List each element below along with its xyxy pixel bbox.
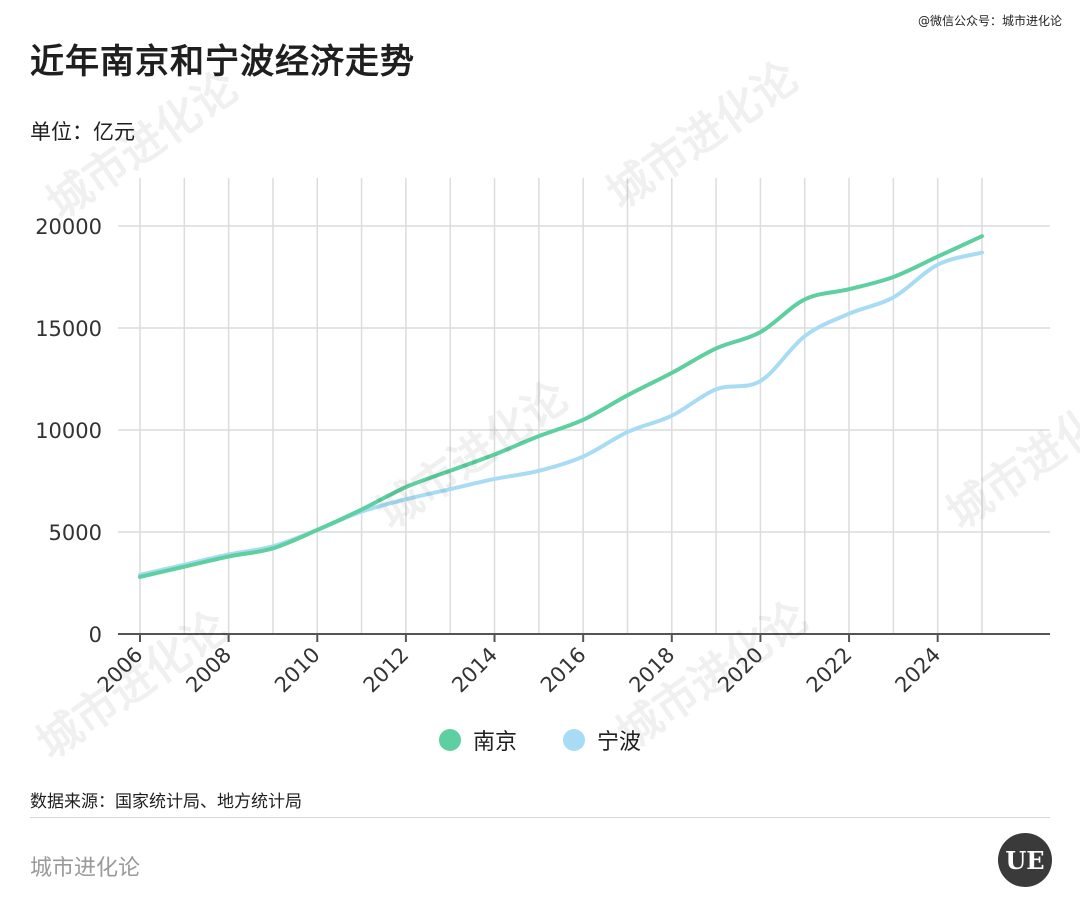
- legend-label-nanjing: 南京: [472, 730, 517, 755]
- legend-item-nanjing[interactable]: 南京: [438, 724, 517, 756]
- x-tick-label: 2008: [181, 643, 236, 698]
- unit-label: 单位：亿元: [30, 120, 135, 144]
- y-tick-label: 15000: [35, 317, 102, 341]
- chart-legend: 南京 宁波: [0, 724, 1080, 756]
- x-tick-label: 2024: [890, 643, 945, 698]
- x-tick-label: 2006: [93, 643, 148, 698]
- x-tick-label: 2016: [536, 643, 591, 698]
- x-tick-label: 2018: [625, 643, 680, 698]
- divider: [30, 817, 1050, 818]
- legend-dot-nanjing: [438, 729, 461, 751]
- legend-dot-ningbo: [563, 729, 585, 751]
- x-tick-label: 2020: [713, 643, 768, 698]
- y-tick-label: 10000: [35, 419, 102, 443]
- page-title: 近年南京和宁波经济走势: [30, 42, 415, 82]
- x-tick-label: 2010: [270, 643, 325, 698]
- x-tick-label: 2022: [802, 643, 857, 698]
- y-tick-label: 0: [89, 623, 102, 647]
- y-tick-label: 5000: [49, 521, 102, 545]
- legend-item-ningbo[interactable]: 宁波: [563, 724, 641, 756]
- x-tick-label: 2012: [359, 643, 414, 698]
- line-chart: 0 5000 10000 15000 20000 2006 2008 2010 2012 2014…: [35, 178, 1050, 698]
- brand-logo: UE: [998, 833, 1052, 887]
- series-line-nanjing: [138, 234, 984, 579]
- data-source: 数据来源：国家统计局、地方统计局: [30, 792, 302, 812]
- footer-brand: 城市进化论: [30, 856, 141, 881]
- legend-label-ningbo: 宁波: [597, 730, 642, 755]
- x-tick-label: 2014: [447, 643, 502, 698]
- series-line-ningbo: [138, 250, 984, 577]
- y-tick-label: 20000: [35, 215, 102, 239]
- wechat-account-label: @微信公众号：城市进化论: [917, 14, 1062, 28]
